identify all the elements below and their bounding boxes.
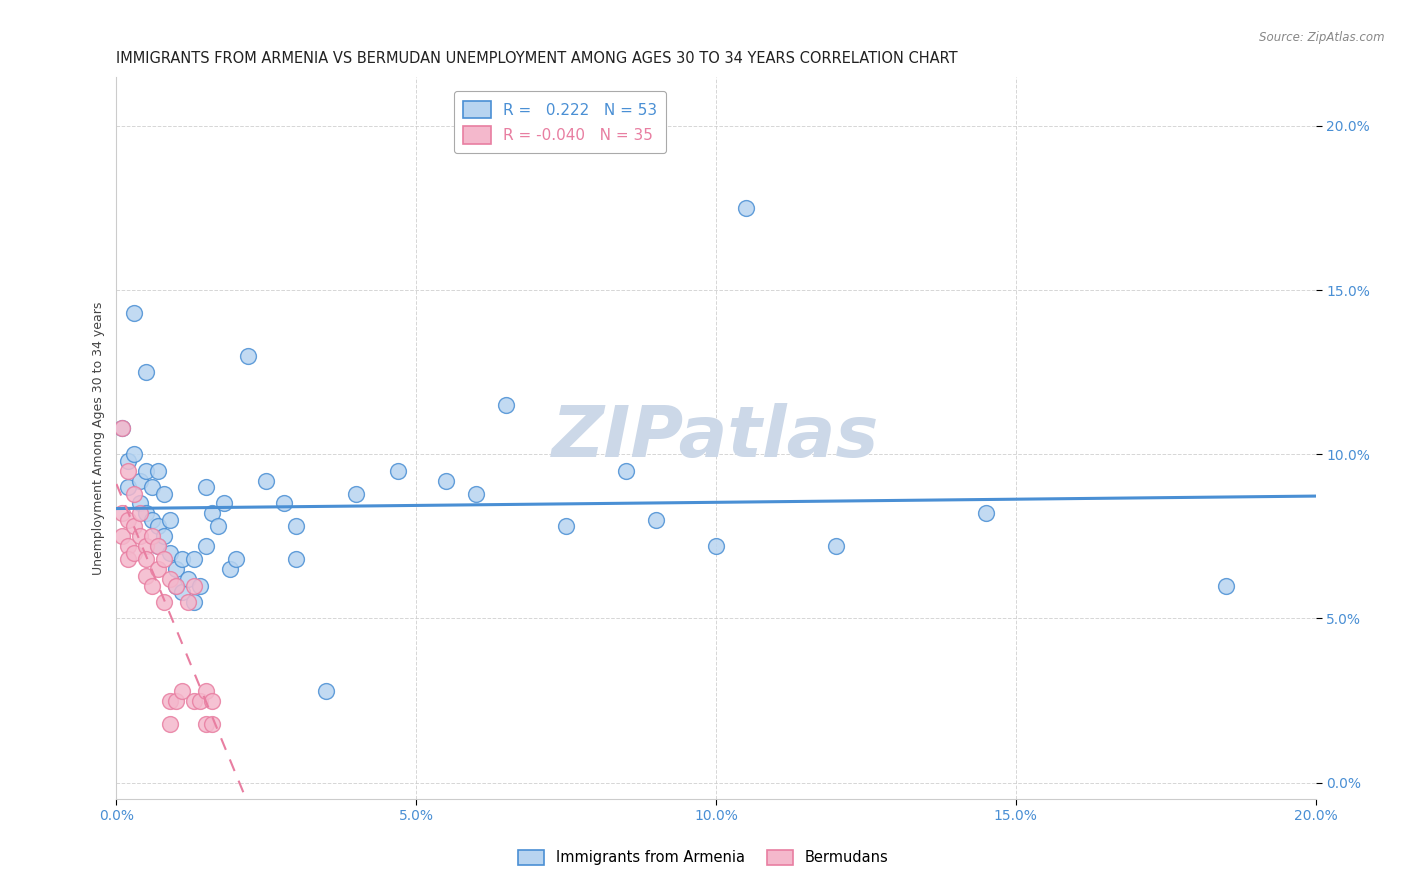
Point bbox=[214, 496, 236, 510]
Point bbox=[285, 552, 308, 566]
Point bbox=[141, 480, 163, 494]
Point bbox=[183, 595, 205, 609]
Point bbox=[129, 474, 152, 488]
Point bbox=[117, 552, 139, 566]
Point bbox=[129, 496, 152, 510]
Point bbox=[387, 464, 409, 478]
Point bbox=[153, 486, 176, 500]
Point bbox=[190, 579, 212, 593]
Point bbox=[159, 693, 181, 707]
Point bbox=[172, 585, 194, 599]
Point bbox=[148, 562, 170, 576]
Point bbox=[117, 480, 139, 494]
Point bbox=[148, 519, 170, 533]
Point bbox=[172, 683, 194, 698]
Point bbox=[159, 546, 181, 560]
Legend: Immigrants from Armenia, Bermudans: Immigrants from Armenia, Bermudans bbox=[512, 844, 894, 871]
Text: Source: ZipAtlas.com: Source: ZipAtlas.com bbox=[1260, 31, 1385, 45]
Y-axis label: Unemployment Among Ages 30 to 34 years: Unemployment Among Ages 30 to 34 years bbox=[93, 301, 105, 574]
Point bbox=[273, 496, 295, 510]
Point bbox=[124, 546, 146, 560]
Point bbox=[141, 513, 163, 527]
Point bbox=[135, 552, 157, 566]
Point bbox=[165, 579, 187, 593]
Point bbox=[111, 421, 134, 435]
Point bbox=[141, 529, 163, 543]
Point bbox=[183, 579, 205, 593]
Point bbox=[148, 539, 170, 553]
Point bbox=[177, 572, 200, 586]
Point bbox=[165, 579, 187, 593]
Text: ZIPatlas: ZIPatlas bbox=[553, 403, 880, 473]
Point bbox=[135, 507, 157, 521]
Point bbox=[201, 507, 224, 521]
Point bbox=[159, 513, 181, 527]
Point bbox=[177, 595, 200, 609]
Point bbox=[141, 579, 163, 593]
Point bbox=[183, 693, 205, 707]
Point bbox=[148, 539, 170, 553]
Point bbox=[159, 716, 181, 731]
Point bbox=[165, 562, 187, 576]
Point bbox=[495, 398, 517, 412]
Point bbox=[190, 693, 212, 707]
Point bbox=[219, 562, 242, 576]
Point bbox=[135, 568, 157, 582]
Point bbox=[195, 683, 218, 698]
Point bbox=[117, 464, 139, 478]
Point bbox=[195, 480, 218, 494]
Point bbox=[704, 539, 727, 553]
Point bbox=[165, 693, 187, 707]
Point bbox=[183, 552, 205, 566]
Point bbox=[238, 349, 260, 363]
Point bbox=[159, 572, 181, 586]
Point bbox=[148, 464, 170, 478]
Legend: R =   0.222   N = 53, R = -0.040   N = 35: R = 0.222 N = 53, R = -0.040 N = 35 bbox=[454, 92, 666, 153]
Point bbox=[974, 507, 997, 521]
Point bbox=[315, 683, 337, 698]
Point bbox=[111, 421, 134, 435]
Point bbox=[172, 552, 194, 566]
Point bbox=[344, 486, 367, 500]
Point bbox=[201, 693, 224, 707]
Point bbox=[614, 464, 637, 478]
Point bbox=[135, 539, 157, 553]
Point bbox=[124, 447, 146, 461]
Point bbox=[117, 454, 139, 468]
Point bbox=[825, 539, 848, 553]
Point bbox=[135, 464, 157, 478]
Point bbox=[434, 474, 457, 488]
Point bbox=[254, 474, 277, 488]
Text: IMMIGRANTS FROM ARMENIA VS BERMUDAN UNEMPLOYMENT AMONG AGES 30 TO 34 YEARS CORRE: IMMIGRANTS FROM ARMENIA VS BERMUDAN UNEM… bbox=[117, 51, 957, 66]
Point bbox=[111, 529, 134, 543]
Point bbox=[153, 595, 176, 609]
Point bbox=[465, 486, 488, 500]
Point bbox=[124, 486, 146, 500]
Point bbox=[129, 507, 152, 521]
Point bbox=[225, 552, 247, 566]
Point bbox=[124, 306, 146, 320]
Point bbox=[117, 513, 139, 527]
Point bbox=[153, 552, 176, 566]
Point bbox=[555, 519, 578, 533]
Point bbox=[285, 519, 308, 533]
Point bbox=[201, 716, 224, 731]
Point bbox=[207, 519, 229, 533]
Point bbox=[645, 513, 668, 527]
Point bbox=[111, 507, 134, 521]
Point bbox=[195, 716, 218, 731]
Point bbox=[1215, 579, 1237, 593]
Point bbox=[117, 539, 139, 553]
Point bbox=[735, 201, 758, 215]
Point bbox=[195, 539, 218, 553]
Point bbox=[124, 519, 146, 533]
Point bbox=[129, 529, 152, 543]
Point bbox=[135, 365, 157, 379]
Point bbox=[153, 529, 176, 543]
